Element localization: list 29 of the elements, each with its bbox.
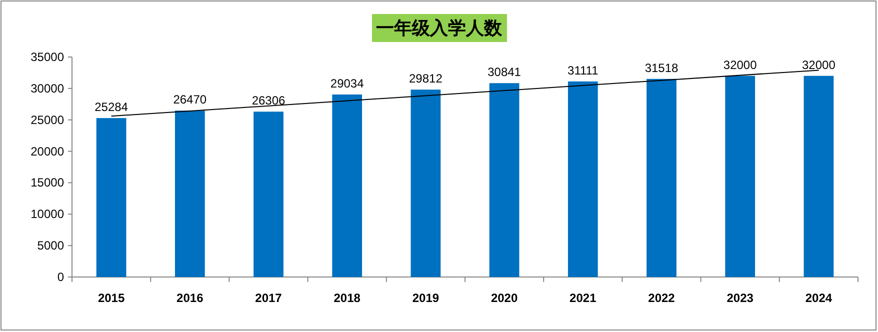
y-tick-label: 5000 [37,238,64,253]
data-label: 25284 [94,100,128,114]
data-label: 29034 [330,76,364,90]
chart-title: 一年级入学人数 [376,18,503,38]
x-tick-label: 2022 [648,291,676,305]
x-tick-label: 2016 [176,291,204,305]
data-label: 26470 [173,92,207,107]
data-label: 26306 [252,94,286,108]
x-tick-label: 2023 [726,291,754,305]
y-tick-label: 15000 [30,176,64,190]
data-label: 32000 [723,58,758,72]
x-tick-label: 2018 [334,291,361,305]
data-label: 32000 [802,58,836,72]
y-tick-label: 10000 [30,207,64,222]
x-tick-label: 2019 [412,291,440,305]
data-label: 30841 [488,65,522,80]
x-tick-label: 2024 [805,291,832,305]
y-tick-label: 35000 [30,50,64,64]
x-tick-label: 2020 [490,291,518,305]
y-tick-label: 25000 [30,112,64,127]
data-label: 31111 [568,63,599,78]
x-tick-label: 2015 [98,291,125,305]
y-tick-label: 20000 [30,144,64,158]
y-tick-label: 30000 [30,81,64,96]
x-tick-label: 2017 [255,291,282,305]
data-label: 29812 [409,72,443,86]
data-label: 31518 [644,60,679,75]
x-tick-label: 2021 [570,291,597,305]
y-tick-label: 0 [57,270,64,284]
